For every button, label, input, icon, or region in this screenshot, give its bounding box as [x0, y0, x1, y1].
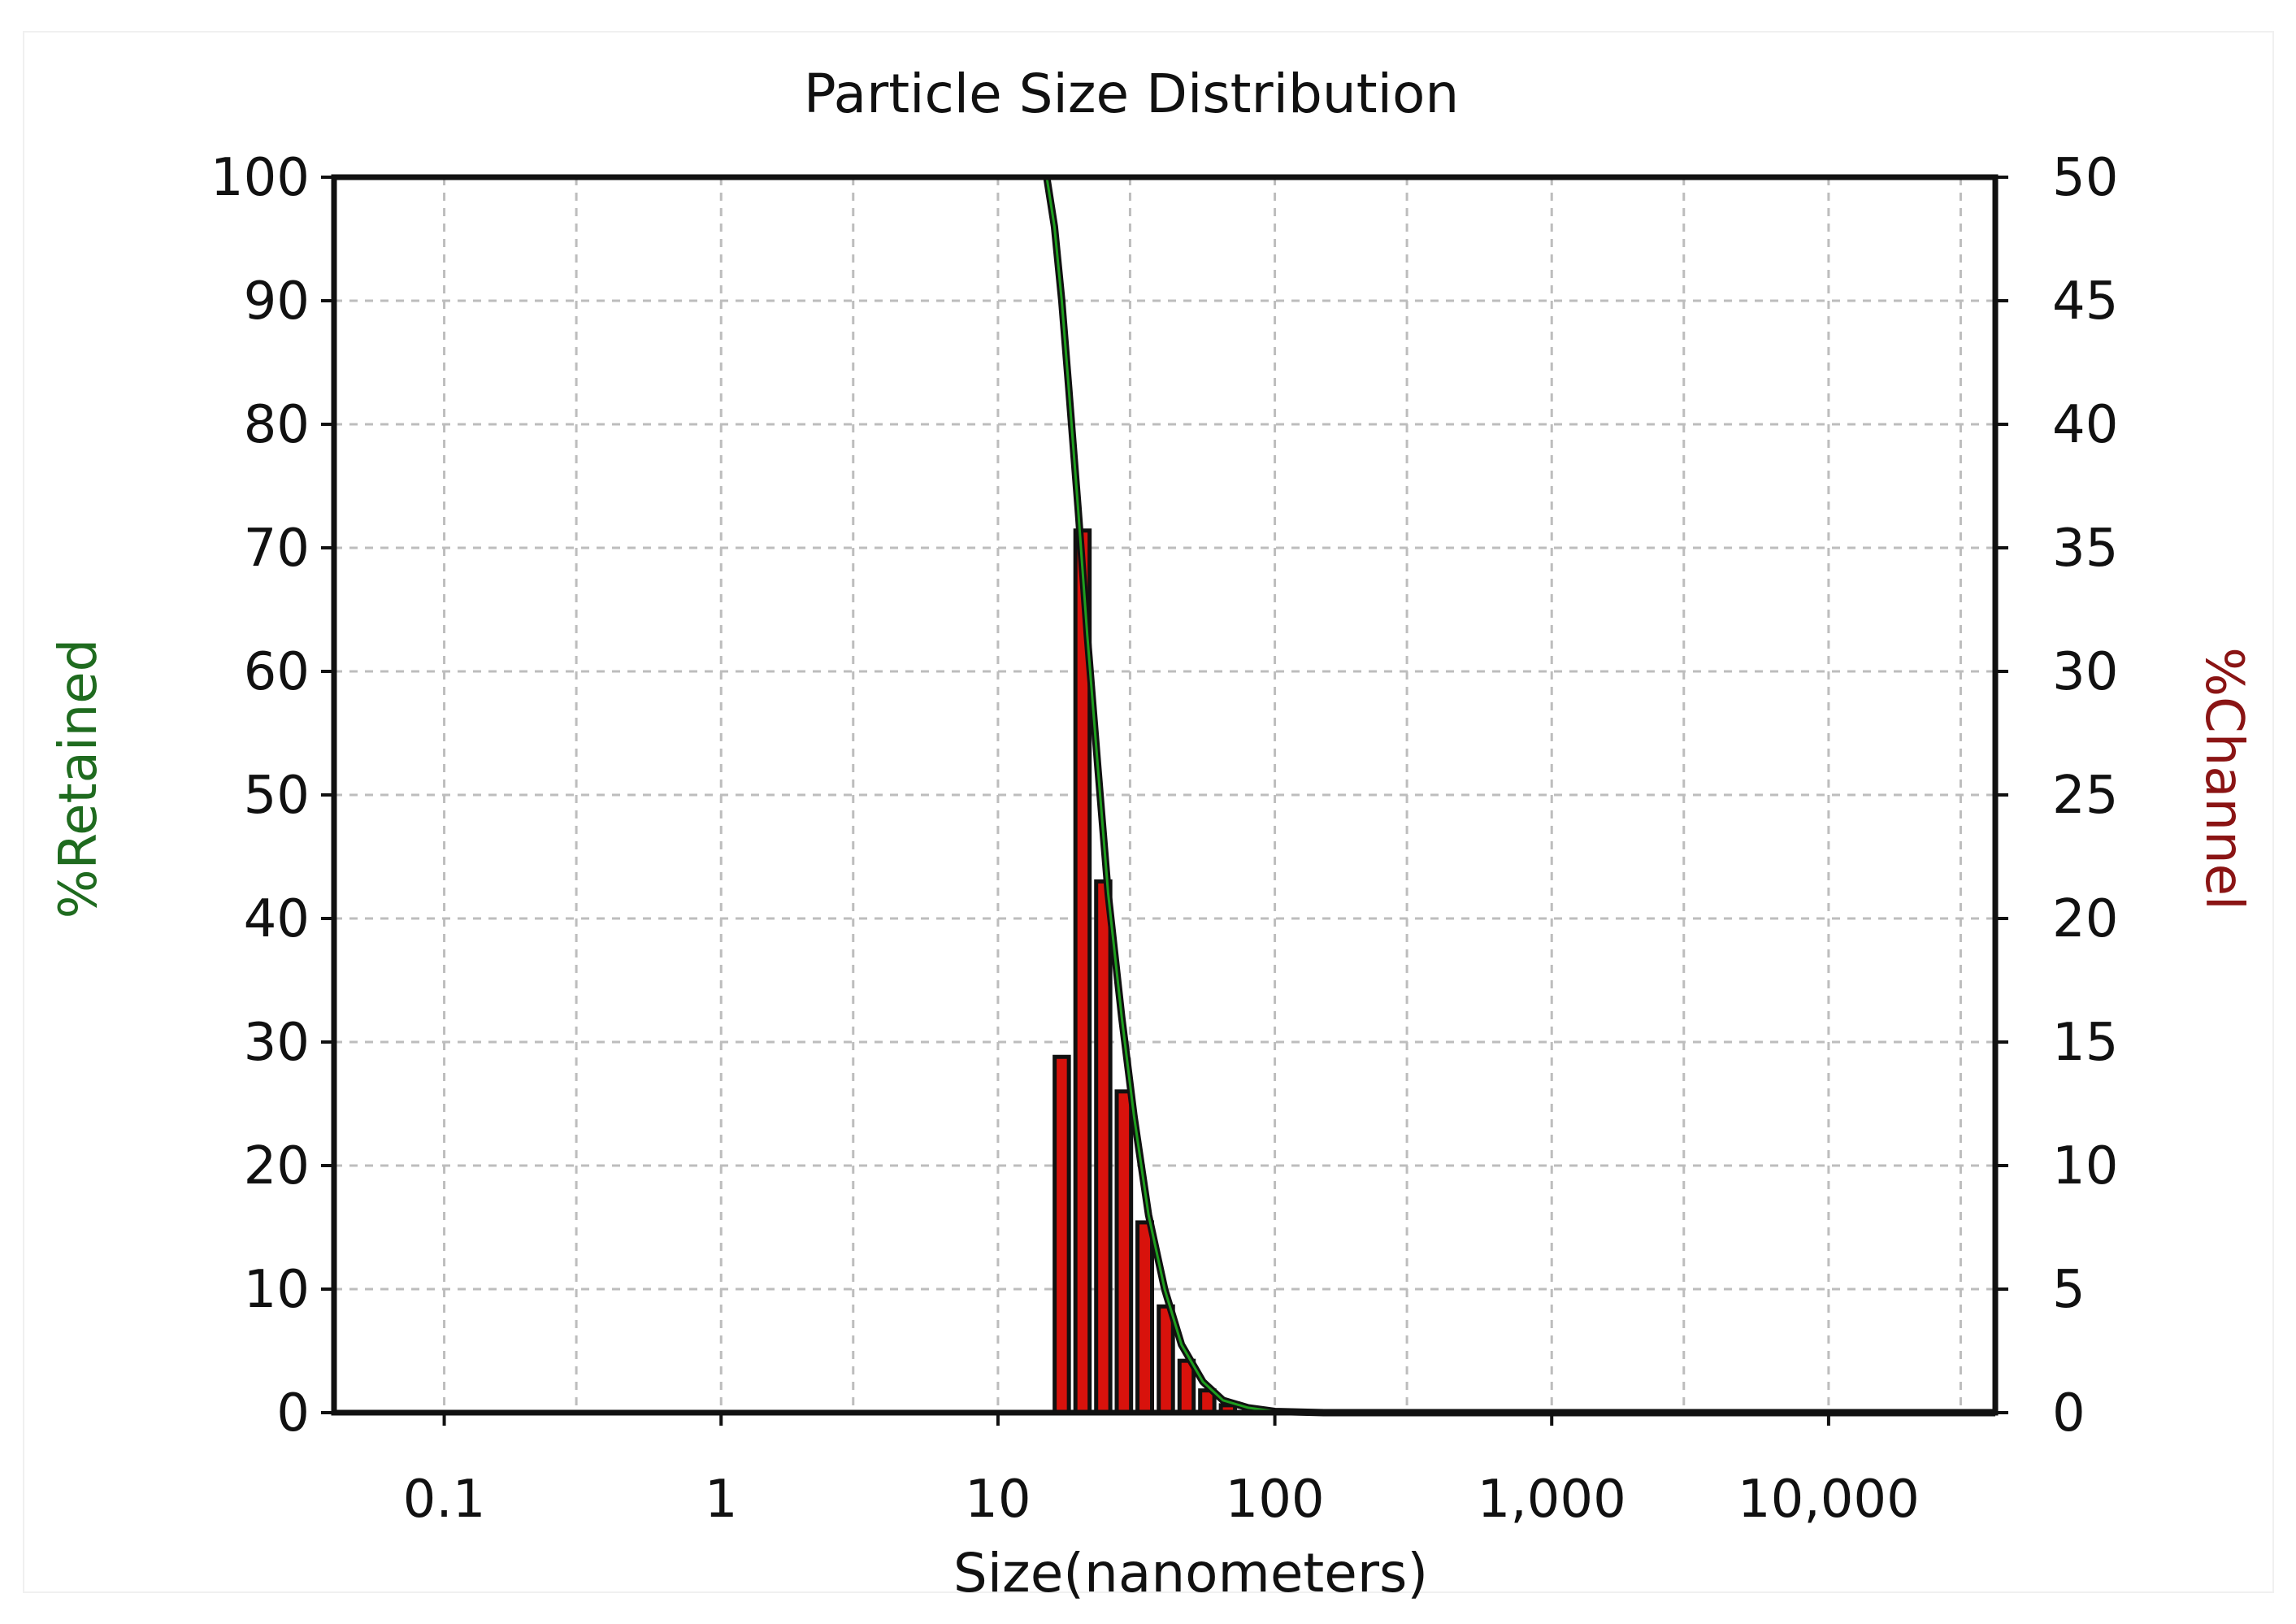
- x-tick-label: 100: [1225, 1470, 1324, 1530]
- x-tick-label: 0.1: [403, 1470, 486, 1530]
- y-tick-label-right: 25: [2052, 766, 2118, 826]
- y-tick-label-right: 0: [2052, 1383, 2085, 1444]
- y-tick-label-right: 5: [2052, 1260, 2085, 1320]
- channel-bar: [1053, 1054, 1071, 1415]
- channel-bar: [1114, 1089, 1134, 1415]
- channel-bars: [1053, 528, 1238, 1415]
- y-tick-label-left: 30: [244, 1013, 310, 1073]
- y-tick-label-left: 100: [211, 148, 310, 208]
- channel-bar: [1135, 1220, 1154, 1415]
- chart-title: Particle Size Distribution: [804, 63, 1459, 125]
- channel-bar: [1157, 1304, 1175, 1415]
- y-tick-label-left: 90: [244, 271, 310, 332]
- y-tick-label-left: 40: [244, 889, 310, 949]
- y-axis-label-left: %Retained: [49, 639, 109, 918]
- y-tick-label-left: 70: [244, 519, 310, 579]
- x-tick-label: 1,000: [1478, 1470, 1626, 1530]
- grid-lines: [334, 177, 1995, 1413]
- channel-bar: [1094, 879, 1113, 1415]
- y-tick-label-right: 30: [2052, 642, 2118, 702]
- axis-ticks: 0 10 20 30 40 50 60 70 80 90 100 0 5 10 15 20 25 30 35 40 45…: [211, 148, 2119, 1530]
- y-tick-label-left: 0: [276, 1383, 310, 1444]
- y-tick-label-right: 50: [2052, 148, 2118, 208]
- y-axis-label-right: %Channel: [2194, 647, 2254, 910]
- y-tick-label-right: 20: [2052, 889, 2118, 949]
- y-tick-label-left: 20: [244, 1136, 310, 1196]
- y-tick-label-left: 60: [244, 642, 310, 702]
- y-tick-label-right: 15: [2052, 1013, 2118, 1073]
- y-tick-label-left: 10: [244, 1260, 310, 1320]
- x-axis-label: Size(nanometers): [953, 1542, 1428, 1604]
- x-tick-label: 10: [965, 1470, 1031, 1530]
- x-tick-label: 1: [705, 1470, 738, 1530]
- y-tick-label-right: 10: [2052, 1136, 2118, 1196]
- y-tick-label-right: 35: [2052, 519, 2118, 579]
- y-tick-label-right: 40: [2052, 395, 2118, 455]
- y-tick-label-right: 45: [2052, 271, 2118, 332]
- y-tick-label-left: 80: [244, 395, 310, 455]
- y-tick-label-left: 50: [244, 766, 310, 826]
- x-tick-label: 10,000: [1738, 1470, 1920, 1530]
